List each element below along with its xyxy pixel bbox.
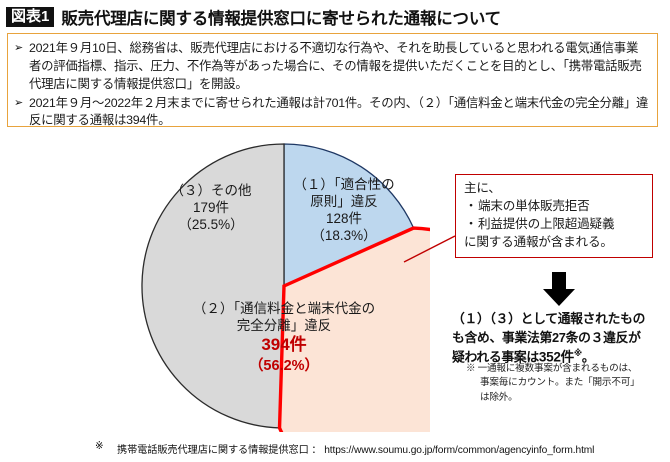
conclusion-count: 352件 — [538, 349, 574, 365]
callout-box: 主に、 ・ 端末の単体販売拒否 ・ 利益提供の上限超過疑義 に関する通報が含まれ… — [455, 174, 653, 258]
conclusion-note-line-2: 事案毎にカウント。また「開示不可」 — [480, 377, 640, 389]
pie-label-compliance-value: 128件 — [325, 211, 363, 227]
conclusion-line-3-suffix: 。 — [581, 349, 595, 365]
callout-item-1: ・ 端末の単体販売拒否 — [464, 198, 648, 216]
summary-bullet-2-text: 2021年９月～2022年２月末までに寄せられた通報は計701件。その内、（２）… — [29, 95, 649, 128]
conclusion-note-line-1-text: 一通報に複数事案が含まれるものは、 — [477, 363, 638, 374]
pie-slice-separation — [277, 226, 430, 432]
conclusion-line-2: も含め、事業法第27条の３違反が — [452, 329, 641, 345]
callout-lead: 主に、 — [464, 181, 501, 195]
pie-label-separation-percent: （56.2%） — [248, 358, 320, 375]
conclusion-line-1: （１）（３）として通報されたもの — [452, 311, 646, 326]
callout-tail: に関する通報が含まれる。 — [464, 234, 613, 249]
bullet-dot-icon: ・ — [464, 198, 478, 213]
bullet-dot-icon: ・ — [464, 216, 478, 231]
pie-label-other-name: （３）その他 — [170, 183, 252, 198]
page-header: 図表1 販売代理店に関する情報提供窓口に寄せられた通報について — [6, 4, 666, 30]
pie-label-compliance: （１）「適合性の 原則」違反 128件 （18.3%） — [285, 176, 403, 245]
callout-item-2-text: 利益提供の上限超過疑義 — [478, 216, 615, 231]
pie-label-compliance-name-2: 原則」違反 — [310, 194, 378, 210]
conclusion-footnote-marker: ※ — [573, 348, 582, 359]
bullet-marker-icon: ➢ — [14, 96, 23, 109]
pie-chart-svg — [141, 143, 430, 432]
pie-label-compliance-name-1: （１）「適合性の — [293, 177, 395, 192]
pie-label-separation: （２）「通信料金と端末代金の 完全分離」違反 394件 （56.2%） — [163, 300, 405, 376]
pie-label-separation-value: 394件 — [261, 335, 307, 355]
conclusion-note-line-3: は除外。 — [480, 391, 518, 403]
footer-note: ※ 携帯電話販売代理店に関する情報提供窓口 ： https://www.soum… — [95, 441, 665, 456]
conclusion-text: （１）（３）として通報されたもの も含め、事業法第27条の３違反が 疑われる事案… — [452, 310, 664, 367]
pie-label-other-value: 179件 — [192, 200, 230, 216]
footer-note-text: 携帯電話販売代理店に関する情報提供窓口 ： https://www.soumu.… — [117, 445, 595, 456]
pie-label-separation-name-2: 完全分離」違反 — [236, 318, 332, 334]
bullet-marker-icon: ➢ — [14, 42, 23, 54]
footer-marker-icon: ※ — [95, 441, 104, 452]
conclusion-note: ※ 一通報に複数事案が含まれるものは、 事案毎にカウント。また「開示不可」 は除… — [466, 362, 666, 405]
page-title: 販売代理店に関する情報提供窓口に寄せられた通報について — [61, 10, 501, 28]
pie-slice-compliance — [283, 143, 415, 288]
pie-label-compliance-percent: （18.3%） — [311, 228, 377, 244]
note-marker-icon: ※ — [466, 363, 476, 374]
callout-item-2: ・ 利益提供の上限超過疑義 — [464, 216, 648, 234]
pie-label-separation-name-1: （２）「通信料金と端末代金の — [192, 301, 376, 316]
down-arrow-icon — [543, 272, 575, 306]
summary-box: ➢ 2021年９月10日、総務省は、販売代理店における不適切な行為や、それを助長… — [7, 33, 658, 127]
conclusion-line-3: 疑われる事案は352件※。 — [452, 347, 664, 367]
conclusion-note-line-1: ※ 一通報に複数事案が含まれるものは、 — [466, 362, 666, 376]
conclusion-line-3-prefix: 疑われる事案は — [452, 349, 539, 365]
figure-badge: 図表1 — [6, 6, 55, 28]
pie-label-other-percent: （25.5%） — [178, 217, 244, 233]
pie-chart — [138, 140, 430, 432]
pie-label-other: （３）その他 179件 （25.5%） — [148, 182, 274, 233]
callout-item-1-text: 端末の単体販売拒否 — [478, 198, 590, 213]
pie-slice-other — [141, 143, 285, 429]
summary-bullet-2: ➢ 2021年９月～2022年２月末までに寄せられた通報は計701件。その内、（… — [14, 95, 649, 131]
summary-bullet-1: ➢ 2021年９月10日、総務省は、販売代理店における不適切な行為や、それを助長… — [14, 40, 649, 94]
summary-bullet-1-text: 2021年９月10日、総務省は、販売代理店における不適切な行為や、それを助長して… — [29, 41, 642, 91]
